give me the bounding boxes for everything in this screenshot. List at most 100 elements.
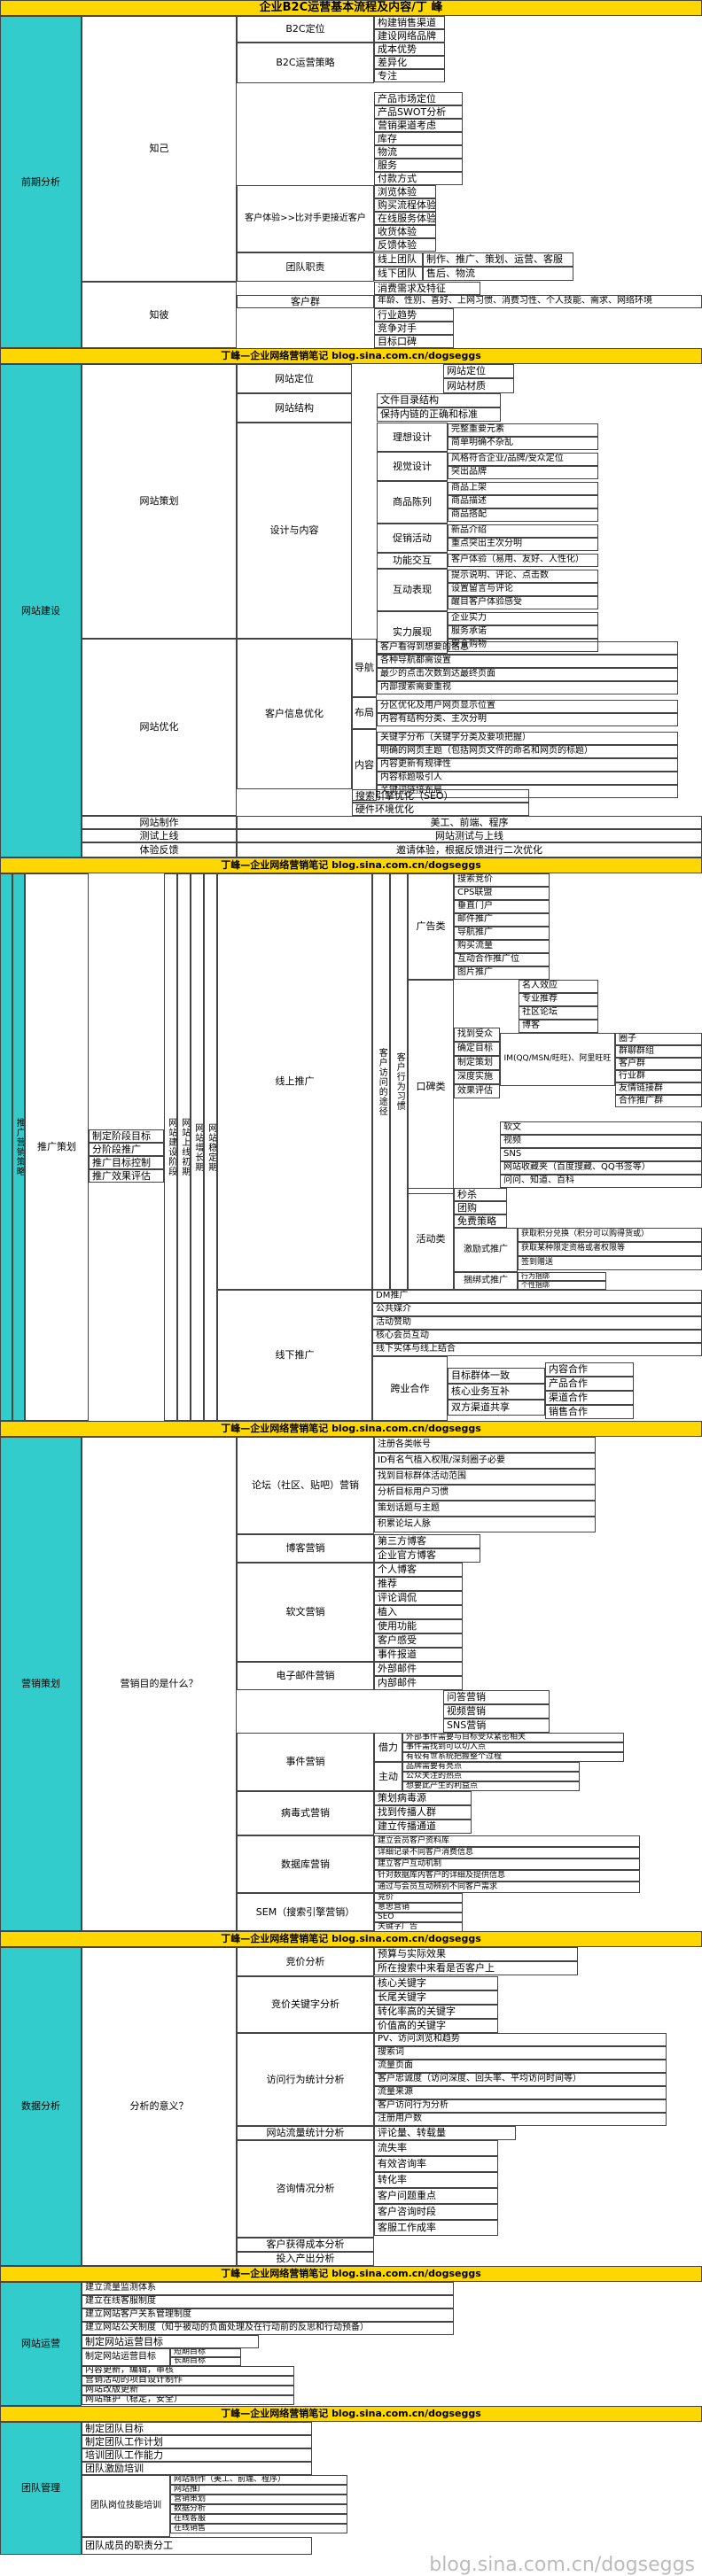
label-sections-s3-social: 口碑类 bbox=[416, 1081, 446, 1093]
label-sections-s2-info_groups-0-items-2: 最少的点击次数到达最终页面 bbox=[380, 669, 495, 679]
label-sections-s2-design_groups-5-name: 互动表现 bbox=[393, 584, 432, 596]
label-sections-s2-design_groups-0-name: 理想设计 bbox=[393, 431, 432, 443]
label-sections-s5-bid: 竞价分析 bbox=[285, 1955, 325, 1967]
label-sections-s2-make_detail: 美工、前端、程序 bbox=[430, 816, 509, 828]
label-sections-s2-experience: 体验反馈 bbox=[139, 843, 179, 856]
label-sections-s1-b2c_pos_items-0: 构建销售渠道 bbox=[378, 16, 436, 28]
label-sections-s3-ad_items-7: 图片推广 bbox=[457, 967, 493, 978]
cell-sections-s7-last: 团队成员的职责分工 bbox=[82, 2537, 312, 2555]
label-sections-s3-offline_items-0: DM推广 bbox=[376, 1291, 409, 1301]
cell-sections-s2-make_detail: 美工、前端、程序 bbox=[237, 816, 702, 829]
cell-sections-s3-im_items-2: 客户群 bbox=[615, 1058, 702, 1070]
cell-sections-s3-vcols-1: 网站上线初期 bbox=[177, 873, 191, 1421]
label-sections-s5-bid_items-1: 所在搜索中来看是否客户上 bbox=[378, 1962, 495, 1975]
label-sections-s3-social_sub-4: 效果评估 bbox=[457, 1085, 493, 1096]
label-sections-s4-viral_items-0: 策划病毒源 bbox=[378, 1792, 426, 1804]
cell-sections-s4-soft_items-2: 评论调侃 bbox=[374, 1591, 463, 1605]
label-sections-s1-standalone-3: 库存 bbox=[378, 132, 397, 144]
label-sections-s3-social_sub-3: 深度实施 bbox=[457, 1071, 493, 1082]
label-sections-s4-sem_items-3: 关键字广告 bbox=[378, 1922, 418, 1931]
cell-sections-s3-offline_items-1: 公共媒介 bbox=[372, 1303, 702, 1316]
cell-sections-s2-design_groups-0-name: 理想设计 bbox=[377, 423, 448, 452]
label-sections-s2-design_groups-2-items-2: 商品搭配 bbox=[451, 509, 487, 520]
label-sections-s3-social_sub-2: 制定策划 bbox=[457, 1057, 493, 1067]
cell-sections-s2-experience: 体验反馈 bbox=[82, 842, 237, 857]
label-sections-s5-kw_items-1: 长尾关键字 bbox=[378, 1991, 426, 2004]
cell-sections-s2-design_groups-6-items-2: 安全购物 bbox=[448, 639, 598, 652]
label-sections-s2-experience_detail: 邀请体验，根据反馈进行二次优化 bbox=[396, 843, 542, 856]
label-sections-s4-db: 数据库营销 bbox=[281, 1858, 330, 1870]
label-sections-s4-forum_items-3: 分析目标用户习惯 bbox=[378, 1486, 448, 1497]
label-sections-s2-design_groups-4-name: 功能交互 bbox=[393, 555, 432, 567]
label-sections-s4-blog: 博客营销 bbox=[285, 1542, 325, 1555]
cell-sections-s2-structure: 网站结构 bbox=[237, 393, 352, 423]
label-sections-s3-im_items-1: 群聊群组 bbox=[619, 1045, 654, 1056]
cell-sections-s4-soft_items-3: 植入 bbox=[374, 1605, 463, 1619]
section-qianqi: 前期分析 bbox=[0, 16, 82, 348]
label-sections-s4-soft_items-2: 评论调侃 bbox=[378, 1592, 417, 1604]
label-sections-s3-soft-4: 问问、知道、百科 bbox=[503, 1175, 574, 1186]
cell-sections-s1-team_rows-1-1: 售后、物流 bbox=[423, 267, 573, 281]
label-sections-s5-consult: 咨询情况分析 bbox=[276, 2183, 335, 2195]
label-sections-s2-structure_items-1: 保持内链的正确和标准 bbox=[380, 408, 478, 421]
cell-sections-s2-info_groups-0-items-2: 最少的点击次数到达最终页面 bbox=[377, 668, 678, 681]
cell-sections-s3-im_items-5: 合作推广群 bbox=[615, 1095, 702, 1107]
label-sections-s3-inside: 客户行为习惯 bbox=[394, 1052, 405, 1111]
cell-sections-s5-kw_items-3: 价值高的关键字 bbox=[374, 2019, 498, 2033]
label-sections-s2-planning: 网站策划 bbox=[139, 495, 179, 508]
cell-sections-s6-target_items-1: 长期目标 bbox=[170, 2357, 241, 2366]
section-yingxiao: 营销策划 bbox=[0, 1437, 82, 1931]
cell-sections-s7-items-3: 团队激励培训 bbox=[82, 2462, 312, 2475]
cell-sections-s7-items-1: 制定团队工作计划 bbox=[82, 2435, 312, 2448]
cell-sections-s1-experience_items-4: 反馈体验 bbox=[374, 238, 436, 252]
cell-sections-s4-soft_items-5: 客户感受 bbox=[374, 1633, 463, 1648]
label-sections-s1-team_rows-1-1: 售后、物流 bbox=[426, 268, 475, 280]
label-sections-s6-name: 网站运营 bbox=[21, 2338, 60, 2350]
cell-sections-s2-info_groups-0-items-0: 客户看得到想要的信息 bbox=[377, 641, 678, 655]
cell-sections-s1-standalone-1: 产品SWOT分析 bbox=[374, 105, 463, 119]
cell-sections-s7-skill_items-0: 网站制作（美工、前端、程序） bbox=[170, 2475, 347, 2485]
label-sections-s1-b2c_strategy_items-2: 专注 bbox=[378, 69, 397, 81]
label-sections-s3-activity_items-1: 团购 bbox=[457, 1201, 477, 1214]
cell-sections-s4-blog_items-1: 企业官方博客 bbox=[374, 1548, 480, 1563]
label-sections-s4-db_items-0: 建立会员客户资料库 bbox=[378, 1835, 450, 1845]
cell-sections-s4-forum_items-4: 策划话题与主题 bbox=[374, 1501, 596, 1517]
cell-sections-s6-more-1: 营销活动的项目设计制作 bbox=[82, 2376, 294, 2386]
label-sections-s3-incentive: 激励式推广 bbox=[464, 1244, 508, 1254]
cell-sections-s2-design_groups-5-items-2: 醒目客户体验感受 bbox=[448, 596, 598, 609]
cell-sections-s1-team_rows-0-1: 制作、推广、策划、运营、客服 bbox=[423, 252, 573, 267]
label-sections-s4-soft: 软文营销 bbox=[285, 1606, 325, 1618]
cell-sections-s1-team_rows-0-0: 线上团队 bbox=[374, 252, 423, 267]
cell-sections-s6-target: 制定网站运营目标 bbox=[82, 2335, 259, 2348]
cell-sections-s1-b2c_strategy: B2C运营策略 bbox=[237, 43, 374, 83]
cell-sections-s5-meaning: 分析的意义？ bbox=[82, 1947, 237, 2266]
cell-sections-s2-info_groups-2-items-2: 内容更新有规律性 bbox=[377, 758, 678, 772]
cell-sections-s4-soft_items-0: 个人博客 bbox=[374, 1563, 463, 1577]
label-sections-s6-more-2: 网站改版更新 bbox=[85, 2386, 138, 2395]
cell-sections-s4-sem_items-0: 竞价 bbox=[374, 1893, 463, 1903]
label-sections-s5-visit_items-2: 流量页面 bbox=[378, 2060, 413, 2071]
cell-sections-s5-visit_items-6: 注册用户数 bbox=[374, 2113, 667, 2126]
label-sections-s5-visit_items-6: 注册用户数 bbox=[378, 2114, 422, 2124]
label-sections-s2-optimize: 网站优化 bbox=[139, 721, 179, 733]
cell-sections-s2-structure_items-1: 保持内链的正确和标准 bbox=[377, 407, 501, 422]
cell-sections-s5-visit_items-5: 客户访问行为分析 bbox=[374, 2099, 667, 2113]
label-sections-s2-make: 网站制作 bbox=[139, 816, 179, 828]
label-sections-s5-name: 数据分析 bbox=[21, 2100, 60, 2113]
label-sections-s2-design_groups-6-items-2: 安全购物 bbox=[451, 640, 487, 650]
label-sections-s1-experience_items-4: 反馈体验 bbox=[378, 238, 417, 251]
cell-sections-s1-customer: 客户群 bbox=[237, 295, 374, 308]
label-sections-s4-db_items-2: 建立客户互动机制 bbox=[378, 1858, 442, 1868]
label-sections-s3-vcols-1: 网站上线初期 bbox=[179, 1118, 190, 1176]
label-sections-s4-event: 事件营销 bbox=[285, 1756, 325, 1768]
label-sections-s7-last: 团队成员的职责分工 bbox=[85, 2540, 173, 2552]
cell-sections-s3-incentive_items-2: 签到赠送 bbox=[518, 1256, 702, 1270]
label-sections-s1-b2c_strategy_items-0: 成本优势 bbox=[378, 43, 417, 55]
cell-sections-s4-forum_items-3: 分析目标用户习惯 bbox=[374, 1485, 596, 1501]
cell-sections-s3-im_items-4: 友情链接群 bbox=[615, 1082, 702, 1095]
label-sections-s6-target_items-0: 短期目标 bbox=[174, 2348, 207, 2357]
label-sections-s5-visit_items-0: PV、访问浏览和趋势 bbox=[378, 2034, 460, 2045]
label-sections-s3-im_items-5: 合作推广群 bbox=[619, 1095, 663, 1106]
cell-sections-s4-soft_items-6: 事件报道 bbox=[374, 1648, 463, 1662]
cell-sections-s5-kw: 竞价关键字分析 bbox=[237, 1976, 374, 2033]
